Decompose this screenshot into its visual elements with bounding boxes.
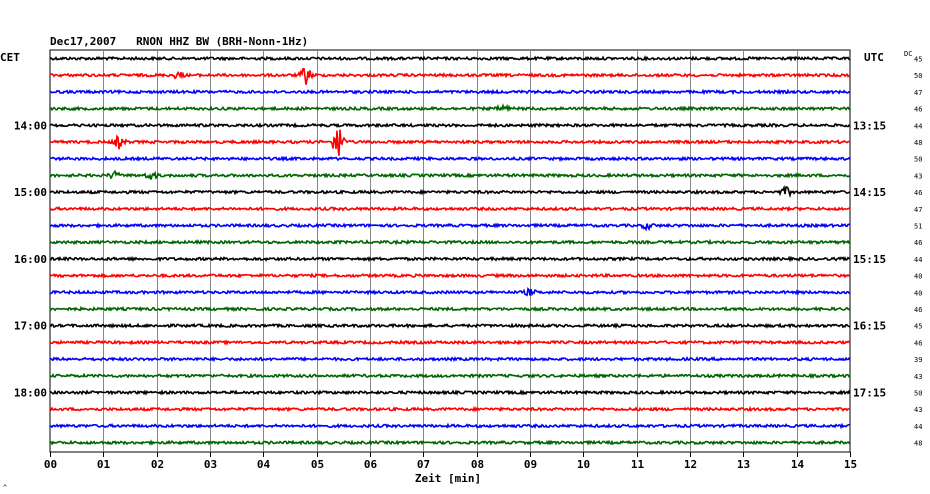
x-tick-label: 15: [844, 458, 857, 471]
x-tick-label: 08: [471, 458, 484, 471]
trace-line: [49, 322, 851, 330]
trace-line: [49, 184, 851, 199]
dc-value: 40: [914, 273, 922, 281]
dc-value: 51: [914, 223, 922, 231]
x-tick-label: 02: [151, 458, 164, 471]
dc-value: 50: [914, 390, 922, 398]
utc-time-label: 14:15: [853, 186, 886, 199]
dc-value: 45: [914, 323, 922, 331]
utc-time-label: 17:15: [853, 387, 886, 400]
trace-line: [49, 103, 851, 113]
x-tick-label: 00: [44, 458, 57, 471]
x-tick-label: 01: [97, 458, 111, 471]
cet-time-labels: 14:00 15:00 16:00 17:00 18:00: [14, 119, 47, 399]
dc-value: 47: [914, 89, 922, 97]
dc-label: DC: [904, 50, 912, 58]
dc-value: 45: [914, 56, 922, 64]
dc-value: 43: [914, 406, 922, 414]
time-grid: [49, 49, 851, 453]
trace-line: [49, 55, 851, 62]
trace-line: [49, 222, 851, 232]
dc-value: 43: [914, 373, 922, 381]
dc-value: 44: [914, 423, 922, 431]
x-tick-label: 12: [684, 458, 697, 471]
dc-value: 46: [914, 239, 922, 247]
footer-mark: ^: [3, 484, 7, 492]
trace-line: [49, 255, 851, 263]
x-tick-label: 14: [791, 458, 805, 471]
x-tick-label: 04: [257, 458, 271, 471]
dc-value: 44: [914, 256, 922, 264]
dc-value: 47: [914, 206, 922, 214]
trace-line: [49, 129, 851, 156]
cet-time-label: 18:00: [14, 387, 47, 400]
utc-time-label: 16:15: [853, 320, 886, 333]
dc-value: 39: [914, 356, 922, 364]
dc-value: 40: [914, 289, 922, 297]
trace-line: [49, 355, 851, 363]
dc-values: 45 50 47 46 44 48 50 43 46 47 51 46 44 40 40 46 45 46 39 43…: [914, 56, 922, 448]
trace-line: [49, 422, 850, 430]
x-tick-label: 06: [364, 458, 378, 471]
cet-time-label: 17:00: [14, 320, 47, 333]
cet-time-label: 14:00: [14, 119, 47, 132]
trace-line: [49, 68, 851, 85]
trace-line: [49, 339, 851, 346]
dc-value: 48: [914, 440, 922, 448]
dc-value: 46: [914, 339, 922, 347]
trace-line: [49, 88, 851, 96]
x-tick-label: 03: [204, 458, 217, 471]
dc-value: 46: [914, 306, 922, 314]
x-tick-label: 11: [631, 458, 645, 471]
x-axis: 00 01 02 03 04 05 06 07 08 09 10 11 12 13 14 15: [44, 452, 857, 471]
dc-value: 44: [914, 122, 922, 130]
plot-frame: [49, 49, 851, 453]
seismic-traces: [49, 55, 851, 446]
x-tick-label: 13: [737, 458, 750, 471]
trace-line: [49, 169, 851, 180]
dc-value: 48: [914, 139, 922, 147]
trace-line: [49, 155, 851, 163]
x-tick-label: 09: [524, 458, 537, 471]
trace-line: [49, 272, 851, 279]
trace-line: [49, 305, 851, 313]
dc-value: 43: [914, 172, 922, 180]
x-axis-label: Zeit [min]: [415, 472, 481, 485]
chart-title: Dec17,2007 RNON HHZ BW (BRH-Nonn-1Hz): [50, 35, 308, 48]
trace-line: [49, 389, 851, 396]
x-tick-label: 07: [417, 458, 430, 471]
utc-time-label: 15:15: [853, 253, 886, 266]
trace-line: [49, 121, 851, 129]
utc-label: UTC: [864, 51, 884, 64]
cet-time-label: 15:00: [14, 186, 47, 199]
x-tick-label: 05: [311, 458, 324, 471]
cet-label: CET: [0, 51, 20, 64]
trace-line: [50, 287, 851, 297]
cet-time-label: 16:00: [14, 253, 47, 266]
dc-value: 46: [914, 189, 922, 197]
x-tick-label: 10: [577, 458, 590, 471]
dc-value: 46: [914, 106, 922, 114]
trace-line: [49, 372, 851, 380]
dc-value: 50: [914, 72, 922, 80]
trace-line: [49, 405, 851, 413]
utc-time-labels: 13:15 14:15 15:15 16:15 17:15: [853, 119, 886, 399]
trace-line: [49, 439, 851, 446]
trace-line: [49, 238, 851, 246]
dc-value: 50: [914, 156, 922, 164]
trace-line: [49, 205, 851, 213]
utc-time-label: 13:15: [853, 119, 886, 132]
